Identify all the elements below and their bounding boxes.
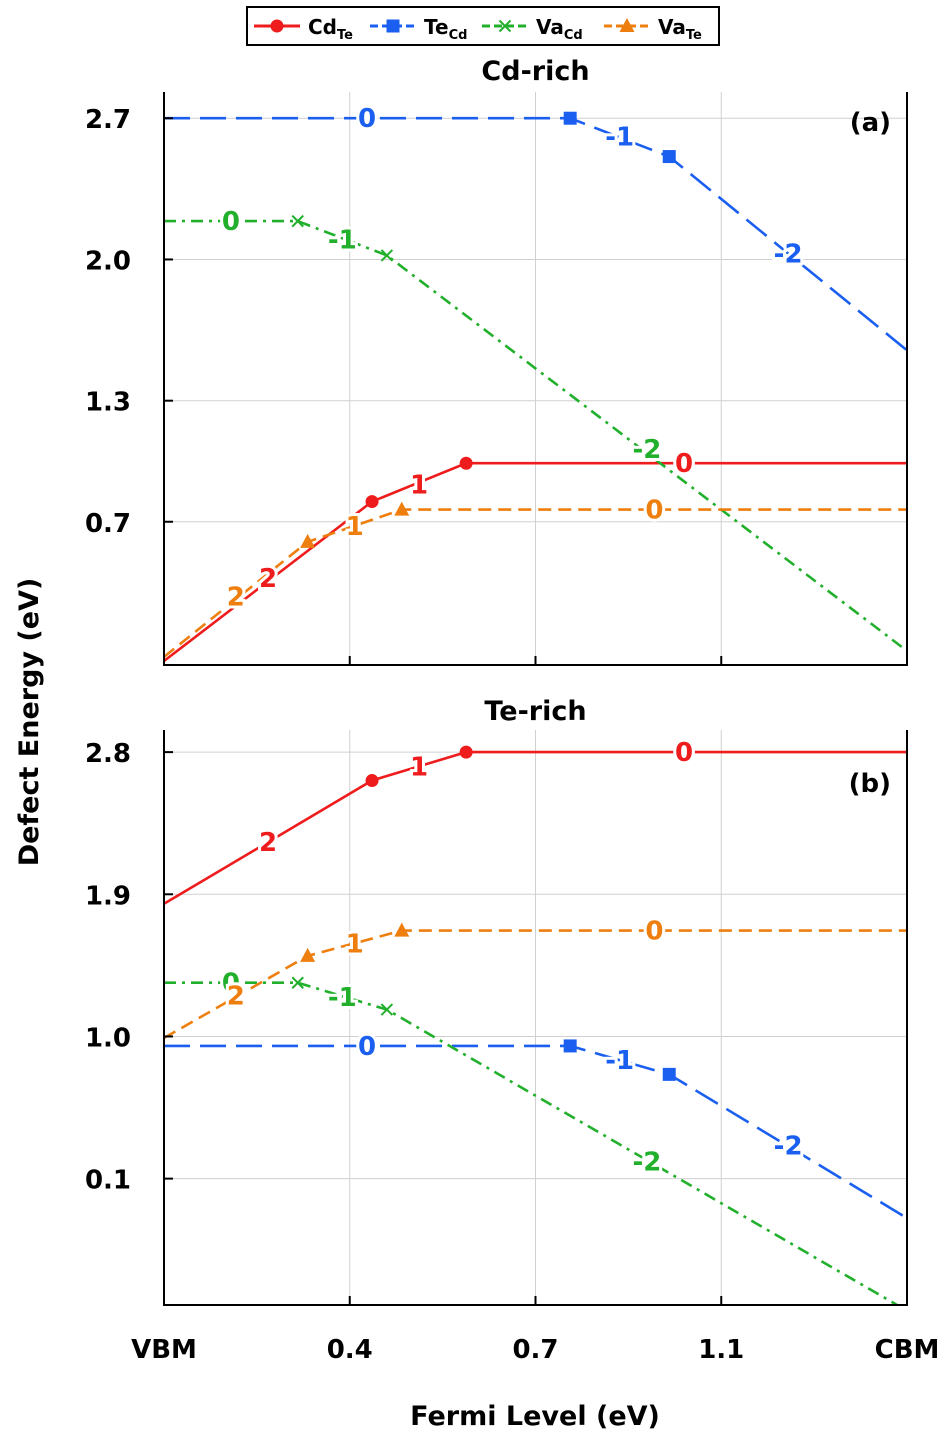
series-line-cd_te <box>164 461 907 663</box>
legend-label-te_cd: TeCd <box>424 15 467 43</box>
series-line-cd_te <box>164 750 907 905</box>
point-va_cd <box>291 214 304 228</box>
series-line-te_cd <box>164 116 907 352</box>
legend-label-cd_te: CdTe <box>308 15 353 43</box>
charge-label-va_te: 2 <box>227 582 245 612</box>
series-line-va_cd <box>164 981 898 1305</box>
charge-label-te_cd: -1 <box>605 1046 634 1076</box>
legend-label-va_cd: VaCd <box>536 15 583 43</box>
charge-label-va_cd: -2 <box>633 435 662 465</box>
x-tick-label: CBM <box>875 1335 940 1365</box>
panel-label: (a) <box>850 108 891 138</box>
legend-label-va_te: VaTe <box>658 15 702 43</box>
charge-label-va_te: 1 <box>346 929 364 959</box>
x-tick-label: 0.4 <box>327 1335 373 1365</box>
point-va_cd <box>380 1003 394 1016</box>
legend-marker-va_te <box>619 18 635 32</box>
point-te_cd <box>563 1039 577 1053</box>
charge-label-cd_te: 0 <box>675 738 693 768</box>
legend-marker-va_cd <box>498 19 512 33</box>
charge-label-va_cd: -1 <box>328 983 357 1013</box>
y-tick-label: 2.7 <box>85 105 131 135</box>
legend-item-va_cd: VaCd <box>482 15 583 43</box>
legend-marker-te_cd <box>386 19 400 33</box>
point-te_cd <box>563 111 577 125</box>
legend-item-va_te: VaTe <box>604 15 702 43</box>
charge-label-cd_te: 0 <box>675 449 693 479</box>
point-cd_te <box>365 774 379 788</box>
point-va_cd <box>291 976 304 989</box>
charge-label-te_cd: 0 <box>358 104 376 134</box>
point-cd_te <box>365 495 379 509</box>
legend: CdTe TeCd VaCd VaTe <box>246 6 720 46</box>
charge-label-te_cd: -2 <box>774 1131 803 1161</box>
legend-marker-cd_te <box>270 19 284 33</box>
charge-label-cd_te: 2 <box>259 564 277 594</box>
x-tick-label: 1.1 <box>698 1335 744 1365</box>
point-cd_te <box>459 745 473 759</box>
y-tick-label: 0.1 <box>85 1166 131 1196</box>
gridlines <box>163 730 908 1305</box>
y-tick-label: 2.0 <box>85 246 131 276</box>
series-line-va_cd <box>164 219 907 652</box>
series-line-te_cd <box>164 1044 907 1220</box>
point-cd_te <box>459 456 473 470</box>
x-axis-label: Fermi Level (eV) <box>410 1401 660 1431</box>
point-va_cd <box>380 249 394 262</box>
y-tick-label: 1.9 <box>85 881 131 911</box>
charge-label-va_cd: 0 <box>222 969 240 999</box>
panel-label: (b) <box>849 769 891 799</box>
point-va_te <box>300 533 316 548</box>
y-axis-label: Defect Energy (eV) <box>14 578 45 867</box>
series-line-va_te <box>164 508 907 658</box>
panel-title: Cd-rich <box>481 56 589 87</box>
y-tick-label: 0.7 <box>85 509 131 539</box>
legend-item-cd_te: CdTe <box>254 15 353 43</box>
point-te_cd <box>662 150 676 164</box>
charge-label-te_cd: -2 <box>774 239 803 269</box>
series-line-va_te <box>164 929 907 1040</box>
x-tick-label: VBM <box>131 1335 197 1365</box>
point-va_te <box>394 922 410 937</box>
x-tick-label: 0.7 <box>512 1335 558 1365</box>
charge-label-va_te: 0 <box>645 917 663 947</box>
charge-label-te_cd: -1 <box>605 122 634 152</box>
y-tick-label: 1.3 <box>85 388 131 418</box>
charge-label-va_cd: 0 <box>222 207 240 237</box>
charge-label-cd_te: 2 <box>259 828 277 858</box>
y-tick-label: 1.0 <box>85 1023 131 1053</box>
legend-item-te_cd: TeCd <box>370 15 467 43</box>
point-va_te <box>300 947 316 962</box>
charge-label-va_cd: -1 <box>328 225 357 255</box>
charge-label-cd_te: 1 <box>410 470 428 500</box>
panel-title: Te-rich <box>484 696 586 727</box>
charge-label-va_te: 1 <box>346 512 364 542</box>
y-tick-label: 2.8 <box>85 739 131 769</box>
point-te_cd <box>662 1067 676 1081</box>
charge-label-va_te: 0 <box>645 496 663 526</box>
charge-label-te_cd: 0 <box>358 1032 376 1062</box>
charge-label-va_cd: -2 <box>633 1147 662 1177</box>
point-va_te <box>394 501 410 516</box>
charge-label-va_te: 2 <box>227 981 245 1011</box>
charge-label-cd_te: 1 <box>410 752 428 782</box>
